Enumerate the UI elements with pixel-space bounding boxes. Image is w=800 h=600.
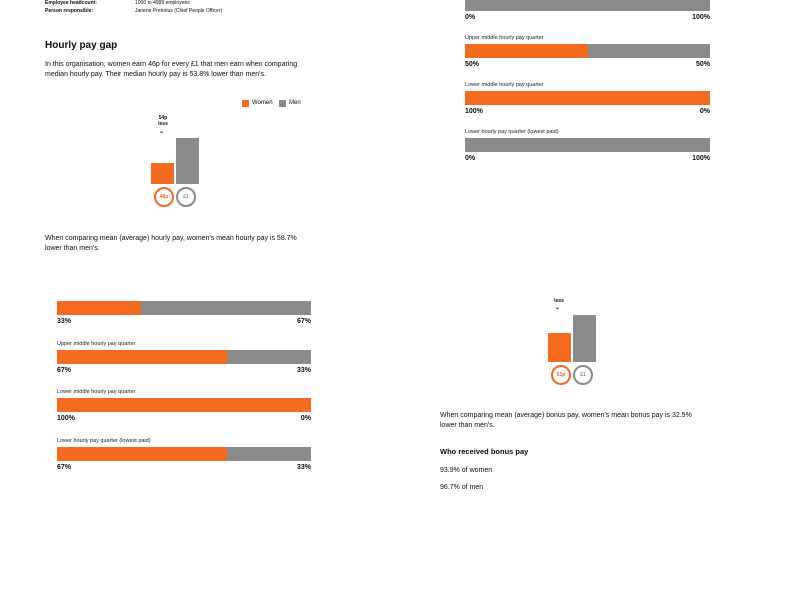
bonus-women-bar xyxy=(548,333,571,362)
quarter-bar-men-segment xyxy=(227,446,311,461)
quarter-bar-women-segment xyxy=(57,301,141,315)
quarter-women-percent: 0% xyxy=(465,155,476,162)
legend-men-swatch xyxy=(279,100,286,107)
quarter-men-percent: 0% xyxy=(300,415,311,422)
quarter-men-percent: 33% xyxy=(296,366,311,374)
headcount-value: 1000 to 4999 employees xyxy=(135,0,190,6)
quarter-bar xyxy=(57,301,311,315)
legend-women-label: Women xyxy=(252,100,273,106)
median-men-bar xyxy=(176,138,199,184)
quarter-bar-men-segment xyxy=(227,349,311,364)
quarter-women-percent: 0% xyxy=(465,14,476,21)
median-diff-amount: 54p xyxy=(158,115,168,121)
employee-headcount-row: Employee headcount: 1000 to 4999 employe… xyxy=(45,0,190,6)
quarter-bar-women-segment xyxy=(465,91,710,105)
quarter-bar xyxy=(57,398,311,412)
median-men-value: £1 xyxy=(176,187,196,207)
person-responsible-row: Person responsible: Janene Pretorius (Ch… xyxy=(45,8,222,14)
median-women-bar xyxy=(151,163,174,184)
quarter-bar-men-segment xyxy=(465,138,710,152)
women-received-bonus: 93.9% of women xyxy=(440,467,493,474)
quarter-bar-women-segment xyxy=(57,446,228,461)
quarter-women-percent: 67% xyxy=(57,366,72,374)
median-women-value: 46p xyxy=(154,187,174,207)
quarter-women-percent: 33% xyxy=(57,318,72,325)
quarter-label: Lower hourly pay quarter (lowest paid) xyxy=(465,129,559,135)
hourly-pay-gap-title: Hourly pay gap xyxy=(45,40,118,51)
legend-men-label: Men xyxy=(289,100,301,106)
quarter-bar xyxy=(57,349,311,364)
mean-bonus-text: When comparing mean (average) bonus pay,… xyxy=(440,412,692,429)
quarter-label: Lower middle hourly pay quarter xyxy=(57,389,136,395)
quarter-bar-men-segment xyxy=(140,301,311,315)
quarter-women-percent: 100% xyxy=(57,415,75,422)
quarter-bar xyxy=(465,44,710,58)
bonus-men-value: £1 xyxy=(573,365,593,385)
quarter-label: Upper middle hourly pay quarter xyxy=(465,35,544,41)
median-diff-word: less xyxy=(158,121,168,127)
chevron-down-icon: ⌄ xyxy=(555,305,561,311)
quarter-men-percent: 0% xyxy=(699,108,710,115)
quarter-men-percent: 100% xyxy=(692,14,710,21)
responsible-value: Janene Pretorius (Chief People Officer) xyxy=(135,8,223,14)
legend-women-swatch xyxy=(242,100,249,107)
bonus-diff-label: less xyxy=(554,298,564,304)
quarter-bar-men-segment xyxy=(587,44,710,58)
quarter-men-percent: 67% xyxy=(296,318,311,325)
quarter-label: Upper middle hourly pay quarter xyxy=(57,340,136,347)
quarter-men-percent: 50% xyxy=(695,61,710,68)
headcount-label: Employee headcount: xyxy=(45,0,97,6)
bonus-women-value: 61p xyxy=(551,365,571,385)
quarter-label: Lower middle hourly pay quarter xyxy=(465,82,544,88)
quarter-bar-women-segment xyxy=(57,349,228,364)
quarter-bar xyxy=(465,91,710,105)
men-received-bonus: 96.7% of men xyxy=(440,484,484,491)
quarter-women-percent: 67% xyxy=(57,463,72,471)
quarter-label: Lower hourly pay quarter (lowest paid) xyxy=(57,437,151,444)
quarter-bar-men-segment xyxy=(465,0,710,11)
quarter-bar-women-segment xyxy=(465,44,588,58)
quarter-bar xyxy=(465,0,710,11)
who-received-bonus-title: Who received bonus pay xyxy=(440,447,529,456)
quarter-men-percent: 33% xyxy=(296,463,311,471)
bonus-men-bar xyxy=(573,315,596,362)
median-diff-label: 54p less xyxy=(153,115,173,127)
responsible-label: Person responsible: xyxy=(45,8,94,14)
quarter-women-percent: 50% xyxy=(465,61,480,68)
mean-hourly-text: When comparing mean (average) hourly pay… xyxy=(45,235,297,252)
quarter-women-percent: 100% xyxy=(465,108,483,115)
quarter-bar xyxy=(465,138,710,152)
median-hourly-text: In this organisation, women earn 46p for… xyxy=(45,61,298,78)
quarter-bar xyxy=(57,446,311,461)
chevron-down-icon: ⌄ xyxy=(159,129,165,135)
quarter-men-percent: 100% xyxy=(692,155,710,162)
quarter-bar-women-segment xyxy=(57,398,311,412)
